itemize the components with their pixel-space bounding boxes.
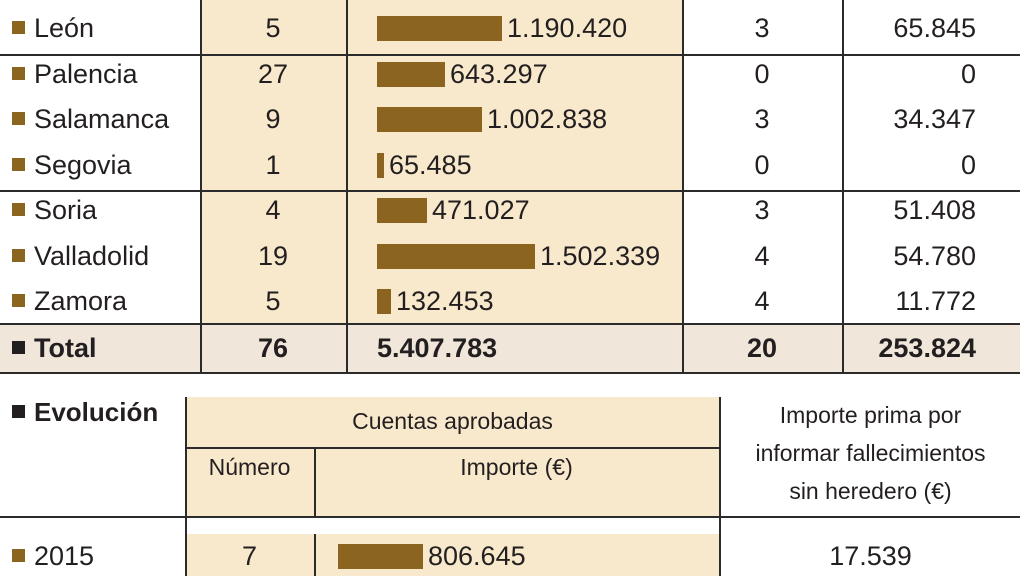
importe-bar bbox=[377, 62, 445, 87]
total-importe: 5.407.783 bbox=[377, 333, 498, 363]
evolucion-header-rule bbox=[185, 447, 720, 449]
province-name: León bbox=[34, 13, 95, 43]
count-value-2: 3 bbox=[754, 13, 770, 43]
year-label: 2015 bbox=[34, 541, 95, 571]
importe-bar bbox=[377, 244, 535, 269]
evolucion-header-bg bbox=[185, 397, 720, 516]
importe-label: 1.502.339 bbox=[540, 241, 661, 271]
evolucion-title: Evolución bbox=[34, 397, 159, 427]
column-highlight-importe bbox=[346, 0, 682, 323]
importe-bar bbox=[377, 289, 391, 314]
count-value: 5 bbox=[265, 286, 281, 316]
importe-label: 643.297 bbox=[450, 59, 548, 89]
count-value: 27 bbox=[257, 59, 289, 89]
column-divider bbox=[842, 0, 844, 373]
province-name: Palencia bbox=[34, 59, 138, 89]
row-bullet-icon bbox=[12, 67, 25, 80]
row-bullet-icon bbox=[12, 112, 25, 125]
evolucion-divider bbox=[185, 397, 187, 576]
prima-value: 51.408 bbox=[893, 195, 976, 225]
count-value-2: 4 bbox=[754, 286, 770, 316]
column-divider bbox=[682, 0, 684, 373]
evolucion-divider bbox=[314, 534, 316, 576]
numero-value: 7 bbox=[241, 541, 258, 571]
importe-label: 65.485 bbox=[389, 150, 472, 180]
evolucion-group-header: Cuentas aprobadas bbox=[352, 408, 553, 434]
count-value-2: 0 bbox=[754, 150, 770, 180]
prima-value: 65.845 bbox=[893, 13, 976, 43]
province-name: Salamanca bbox=[34, 104, 170, 134]
row-bullet-icon bbox=[12, 21, 25, 34]
count-value: 1 bbox=[265, 150, 281, 180]
count-value-2: 0 bbox=[754, 59, 770, 89]
importe-label: 1.002.838 bbox=[487, 104, 608, 134]
total-prima: 253.824 bbox=[878, 333, 976, 363]
province-name: Segovia bbox=[34, 150, 132, 180]
importe-label: 806.645 bbox=[428, 541, 526, 571]
evolucion-row-bg bbox=[185, 534, 720, 576]
total-row-background bbox=[0, 325, 1020, 373]
group-divider bbox=[0, 190, 1020, 192]
total-label: Total bbox=[34, 333, 97, 363]
province-name: Valladolid bbox=[34, 241, 150, 271]
count-value-2: 3 bbox=[754, 104, 770, 134]
count-value: 5 bbox=[265, 13, 281, 43]
evolucion-bullet-icon bbox=[12, 405, 25, 418]
province-name: Soria bbox=[34, 195, 98, 225]
total-top-rule bbox=[0, 323, 1020, 325]
row-bullet-icon bbox=[12, 249, 25, 262]
row-bullet-icon bbox=[12, 158, 25, 171]
column-divider bbox=[200, 0, 202, 373]
count-value: 19 bbox=[257, 241, 289, 271]
total-bullet-icon bbox=[12, 341, 25, 354]
importe-bar bbox=[377, 16, 502, 41]
evolucion-col-importe: Importe (€) bbox=[460, 454, 573, 480]
importe-bar bbox=[377, 153, 384, 178]
evolucion-body-rule bbox=[0, 516, 1020, 518]
count-value-2: 3 bbox=[754, 195, 770, 225]
total-count: 76 bbox=[257, 333, 289, 363]
evolucion-col-numero: Número bbox=[208, 454, 291, 480]
row-bullet-icon bbox=[12, 294, 25, 307]
evolucion-col-prima-line3: sin heredero (€) bbox=[789, 478, 952, 504]
importe-bar bbox=[377, 107, 482, 132]
group-divider bbox=[0, 54, 1020, 56]
evolucion-col-prima-line1: Importe prima por bbox=[779, 402, 962, 428]
prima-value: 34.347 bbox=[893, 104, 976, 134]
province-name: Zamora bbox=[34, 286, 128, 316]
count-value-2: 4 bbox=[754, 241, 770, 271]
evolucion-divider bbox=[719, 397, 721, 576]
row-bullet-icon bbox=[12, 203, 25, 216]
prima-value: 0 bbox=[960, 59, 976, 89]
evolucion-divider bbox=[314, 449, 316, 516]
total-bottom-rule bbox=[0, 372, 1020, 374]
row-bullet-icon bbox=[12, 549, 25, 562]
count-value: 4 bbox=[265, 195, 281, 225]
importe-bar bbox=[338, 544, 423, 569]
importe-label: 1.190.420 bbox=[507, 13, 628, 43]
prima-value: 17.539 bbox=[829, 541, 912, 571]
prima-value: 54.780 bbox=[893, 241, 976, 271]
total-count-2: 20 bbox=[746, 333, 778, 363]
prima-value: 11.772 bbox=[895, 286, 976, 316]
importe-label: 132.453 bbox=[396, 286, 494, 316]
column-divider bbox=[346, 0, 348, 373]
evolucion-col-prima-line2: informar fallecimientos bbox=[755, 440, 986, 466]
importe-label: 471.027 bbox=[432, 195, 530, 225]
importe-bar bbox=[377, 198, 427, 223]
count-value: 9 bbox=[265, 104, 281, 134]
column-highlight-count bbox=[200, 0, 346, 323]
prima-value: 0 bbox=[960, 150, 976, 180]
